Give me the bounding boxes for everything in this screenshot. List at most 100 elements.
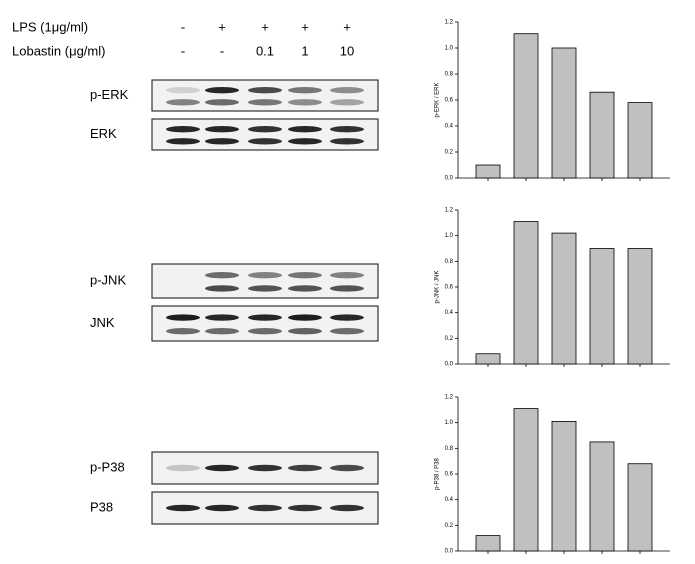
- blot-band: [288, 87, 322, 94]
- blot-frame: [151, 79, 379, 112]
- blot-label: JNK: [90, 315, 115, 330]
- y-tick-label: 0.2: [445, 336, 454, 342]
- y-axis-label: p-JNK / JNK: [435, 270, 441, 303]
- y-tick-label: 0.8: [445, 259, 454, 265]
- blot-band: [288, 328, 322, 335]
- blot-band: [248, 272, 282, 279]
- y-tick-label: 0.8: [445, 446, 454, 452]
- treatment-value: +: [301, 19, 309, 34]
- treatment-value: 10: [340, 43, 354, 58]
- blot-band: [248, 504, 282, 512]
- bar: [589, 248, 615, 365]
- blot-label: P38: [90, 499, 113, 514]
- treatment-value: +: [343, 19, 351, 34]
- blot-band: [330, 504, 364, 512]
- blot-frame: [151, 305, 379, 342]
- y-axis-label: p-P38 / P38: [435, 457, 441, 489]
- bar: [475, 164, 501, 179]
- blot-band: [248, 99, 282, 106]
- blot-band: [166, 87, 200, 94]
- blot-band: [205, 138, 239, 145]
- blot-band: [248, 138, 282, 145]
- blot-band: [205, 99, 239, 106]
- treatment-label: LPS (1μg/ml): [12, 19, 88, 34]
- treatment-value: 1: [301, 43, 308, 58]
- bar: [513, 408, 539, 552]
- blot-band: [248, 285, 282, 292]
- y-tick-label: 0.0: [445, 362, 454, 368]
- blot-band: [205, 504, 239, 512]
- blot-label: p-JNK: [90, 272, 126, 287]
- treatment-value: -: [181, 19, 185, 34]
- blot-band: [205, 328, 239, 335]
- blot-band: [330, 285, 364, 292]
- y-tick-label: 0.4: [445, 124, 454, 130]
- bar: [475, 353, 501, 365]
- bar: [513, 33, 539, 179]
- y-tick-label: 1.0: [445, 420, 454, 426]
- y-tick-label: 1.0: [445, 233, 454, 239]
- blot-band: [288, 138, 322, 145]
- blot-band: [330, 138, 364, 145]
- bar: [627, 248, 653, 365]
- bar: [551, 232, 577, 365]
- blot-band: [288, 285, 322, 292]
- bar: [551, 47, 577, 179]
- bar: [627, 102, 653, 179]
- blot-band: [205, 272, 239, 279]
- blot-band: [330, 314, 364, 321]
- y-axis-label: p-ERK / ERK: [435, 82, 441, 117]
- bar: [589, 441, 615, 552]
- blot-band: [288, 464, 322, 472]
- y-tick-label: 0.2: [445, 150, 454, 156]
- y-tick-label: 0.0: [445, 549, 454, 555]
- blot-band: [205, 314, 239, 321]
- treatment-value: -: [220, 43, 224, 58]
- blot-band: [166, 464, 200, 472]
- blot-band: [330, 464, 364, 472]
- blot-band: [205, 464, 239, 472]
- bar: [627, 463, 653, 552]
- treatment-value: +: [218, 19, 226, 34]
- y-tick-label: 0.4: [445, 497, 454, 503]
- bar: [475, 535, 501, 552]
- blot-label: p-ERK: [90, 87, 129, 102]
- blot-band: [248, 328, 282, 335]
- blot-band: [288, 272, 322, 279]
- blot-band: [248, 464, 282, 472]
- blot-band: [166, 99, 200, 106]
- treatment-label: Lobastin (μg/ml): [12, 43, 105, 58]
- blot-band: [205, 285, 239, 292]
- bar: [551, 420, 577, 552]
- blot-band: [330, 126, 364, 133]
- y-tick-label: 1.0: [445, 46, 454, 52]
- treatment-value: +: [261, 19, 269, 34]
- blot-band: [205, 126, 239, 133]
- blot-band: [330, 99, 364, 106]
- y-tick-label: 0.4: [445, 310, 454, 316]
- y-tick-label: 0.8: [445, 72, 454, 78]
- blot-band: [288, 126, 322, 133]
- bar: [513, 221, 539, 365]
- y-tick-label: 0.6: [445, 472, 454, 478]
- y-tick-label: 1.2: [445, 208, 454, 214]
- y-tick-label: 0.0: [445, 176, 454, 182]
- blot-band: [248, 87, 282, 94]
- treatment-value: 0.1: [256, 43, 274, 58]
- blot-label: ERK: [90, 126, 117, 141]
- blot-band: [248, 126, 282, 133]
- blot-band: [248, 314, 282, 321]
- y-tick-label: 1.2: [445, 395, 454, 401]
- blot-band: [330, 272, 364, 279]
- blot-frame: [151, 118, 379, 151]
- y-tick-label: 0.6: [445, 98, 454, 104]
- blot-label: p-P38: [90, 459, 125, 474]
- blot-frame: [151, 263, 379, 299]
- blot-band: [288, 99, 322, 106]
- blot-band: [288, 314, 322, 321]
- blot-band: [166, 504, 200, 512]
- blot-band: [330, 328, 364, 335]
- bar: [589, 91, 615, 179]
- blot-band: [166, 328, 200, 335]
